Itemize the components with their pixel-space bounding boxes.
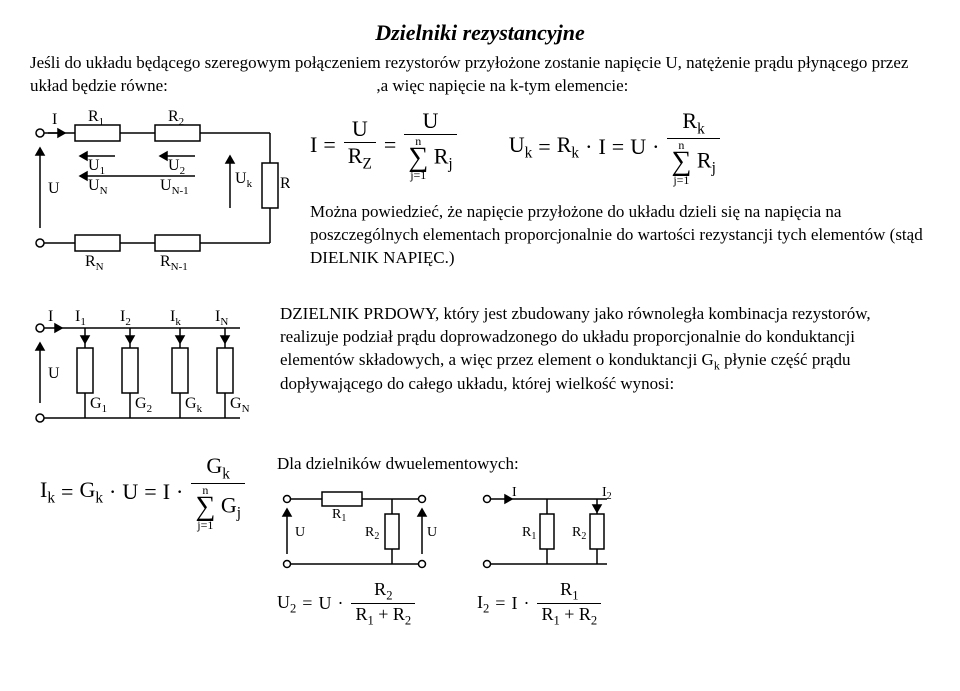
svg-text:U2: U2 bbox=[427, 525, 437, 542]
intro-part2: ,a więc napięcie na k-tym elemencie: bbox=[376, 76, 628, 95]
svg-text:R1: R1 bbox=[332, 507, 346, 524]
svg-text:I: I bbox=[48, 308, 53, 325]
svg-text:R2: R2 bbox=[365, 525, 379, 542]
svg-text:Rk: Rk bbox=[280, 175, 290, 195]
two-element-label: Dla dzielników dwuelementowych: bbox=[277, 453, 930, 476]
svg-text:Ik: Ik bbox=[170, 308, 181, 328]
svg-text:I1: I1 bbox=[75, 308, 86, 328]
sym-I: I bbox=[310, 132, 317, 158]
svg-text:R2: R2 bbox=[572, 525, 586, 542]
svg-text:U2: U2 bbox=[168, 157, 185, 177]
svg-text:Uk: Uk bbox=[235, 170, 253, 190]
svg-text:G1: G1 bbox=[90, 395, 107, 415]
parallel-circuit-diagram: I I1 I2 Ik IN U G1 G2 Gk GN bbox=[30, 303, 260, 443]
sym-eq: = bbox=[323, 132, 335, 158]
svg-text:R1: R1 bbox=[522, 525, 536, 542]
svg-text:I: I bbox=[52, 111, 57, 128]
page-title: Dzielniki rezystancyjne bbox=[30, 20, 930, 46]
row-bottom: Ik = Gk · U = I · Gk n ∑ j=1 Gj Dla dzie… bbox=[30, 453, 930, 629]
svg-text:I2: I2 bbox=[120, 308, 131, 328]
equation-u2: U2 = U · R2 R1 + R2 bbox=[277, 579, 437, 629]
svg-text:UN-1: UN-1 bbox=[160, 177, 189, 197]
svg-text:U: U bbox=[48, 365, 60, 382]
svg-text:U: U bbox=[48, 180, 60, 197]
equation-current: I = U RZ = U n ∑ j=1 Rj bbox=[310, 108, 459, 181]
intro-text: Jeśli do układu będącego szeregowym połą… bbox=[30, 52, 930, 98]
svg-text:U: U bbox=[295, 525, 305, 540]
current-divider-mini: I I2 R1 R2 I2 = I · R1 R1 + R2 bbox=[477, 484, 627, 629]
svg-text:RN-1: RN-1 bbox=[160, 253, 188, 273]
svg-text:I2: I2 bbox=[602, 485, 612, 502]
svg-text:UN: UN bbox=[88, 177, 108, 197]
svg-text:RN: RN bbox=[85, 253, 104, 273]
equation-i2: I2 = I · R1 R1 + R2 bbox=[477, 579, 627, 629]
svg-text:U1: U1 bbox=[88, 157, 105, 177]
svg-text:G2: G2 bbox=[135, 395, 152, 415]
row-series: I R1 R2 U1 U2 UN UN-1 Uk Rk U RN RN-1 I … bbox=[30, 108, 930, 278]
paragraph-dzielnik-pradowy: DZIELNIK PRDOWY, który jest zbudowany ja… bbox=[280, 303, 930, 396]
paragraph-dielnik-napiec: Można powiedzieć, że napięcie przyłożone… bbox=[310, 201, 930, 270]
series-circuit-diagram: I R1 R2 U1 U2 UN UN-1 Uk Rk U RN RN-1 bbox=[30, 108, 290, 278]
equation-voltage-k: Uk = Rk · I = U · Rk n ∑ j=1 Rj bbox=[509, 108, 722, 186]
equation-current-k: Ik = Gk · U = I · Gk n ∑ j=1 Gj bbox=[40, 453, 247, 531]
row-parallel: I I1 I2 Ik IN U G1 G2 Gk GN DZIELNIK PRD… bbox=[30, 303, 930, 443]
svg-text:IN: IN bbox=[215, 308, 228, 328]
svg-text:Gk: Gk bbox=[185, 395, 203, 415]
voltage-divider-mini: U R1 R2 U2 U2 = U · R2 R1 + R2 bbox=[277, 484, 437, 629]
svg-text:I: I bbox=[512, 485, 517, 500]
svg-text:GN: GN bbox=[230, 395, 250, 415]
